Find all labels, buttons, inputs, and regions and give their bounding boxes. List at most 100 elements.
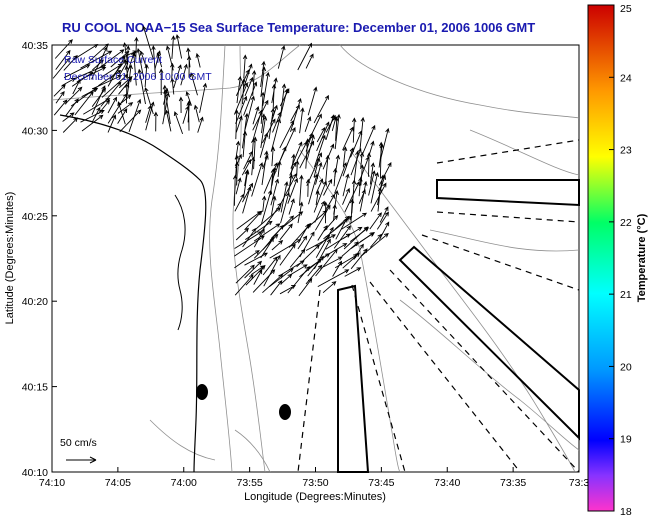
current-vector xyxy=(290,97,302,133)
current-vector xyxy=(271,195,277,215)
current-vector xyxy=(259,132,269,158)
current-vector xyxy=(279,173,297,206)
current-vector xyxy=(234,250,260,269)
current-vector xyxy=(91,46,108,80)
current-vector xyxy=(107,114,117,133)
current-vector xyxy=(307,86,318,116)
current-vector xyxy=(288,222,312,248)
x-tick-label: 73:3 xyxy=(569,477,590,489)
current-vector xyxy=(305,234,336,251)
current-vector xyxy=(325,233,351,250)
current-vector xyxy=(53,99,68,116)
current-vector xyxy=(131,52,137,86)
current-vector xyxy=(178,96,184,114)
x-tick-label: 74:00 xyxy=(171,477,197,489)
current-vector xyxy=(236,75,243,104)
current-vector xyxy=(378,162,392,186)
current-vector xyxy=(289,161,297,176)
current-vector xyxy=(271,240,284,251)
current-vector xyxy=(358,176,363,197)
current-vector xyxy=(378,141,384,179)
current-vector xyxy=(263,162,278,194)
current-vector xyxy=(313,134,326,168)
current-vector xyxy=(370,171,380,204)
exclusion-zones xyxy=(297,139,580,473)
current-vector xyxy=(117,108,128,124)
current-vector xyxy=(91,85,106,115)
current-vector xyxy=(279,119,295,149)
current-vector xyxy=(268,107,276,140)
current-vector xyxy=(186,55,192,78)
current-vector xyxy=(317,269,350,287)
current-vector xyxy=(243,150,253,170)
coastline xyxy=(59,114,207,473)
x-tick-label: 73:55 xyxy=(236,477,262,489)
current-vector xyxy=(350,130,363,158)
plot-area xyxy=(51,44,580,473)
current-vector xyxy=(359,151,365,168)
vector-scale-label: 50 cm/s xyxy=(60,437,97,449)
current-vector xyxy=(269,239,302,259)
current-vector xyxy=(334,113,341,150)
annotation-line-1: Raw Surface Current xyxy=(64,54,162,66)
current-vector xyxy=(297,235,308,250)
current-vector xyxy=(253,269,263,285)
current-vector xyxy=(349,198,355,224)
current-vector xyxy=(333,167,338,187)
current-vector xyxy=(145,101,155,131)
current-vector xyxy=(173,111,184,135)
current-vector xyxy=(369,212,382,230)
current-vector xyxy=(235,177,242,195)
current-vector xyxy=(243,81,258,116)
current-vector xyxy=(260,237,274,259)
current-vector xyxy=(235,264,255,284)
y-tick-label: 40:10 xyxy=(22,467,48,479)
current-vector xyxy=(335,217,348,240)
current-vector xyxy=(315,248,338,277)
current-vector xyxy=(272,111,282,133)
current-vector xyxy=(343,226,369,250)
current-vector xyxy=(306,152,323,186)
current-vector xyxy=(137,68,146,105)
current-vector xyxy=(342,173,350,197)
current-vector xyxy=(262,71,270,106)
current-vector xyxy=(242,182,253,203)
current-vector xyxy=(171,35,176,59)
current-vector xyxy=(299,174,304,206)
current-vector xyxy=(252,136,258,170)
current-vector xyxy=(234,274,254,296)
current-vector xyxy=(315,190,320,206)
chart-title: RU COOL NOAA−15 Sea Surface Temperature:… xyxy=(62,20,535,35)
current-vector xyxy=(379,206,389,223)
colorbar-ticks: 18 19 20 21 22 23 24 25 xyxy=(609,3,632,518)
current-vector xyxy=(287,173,294,194)
current-vector xyxy=(118,59,129,77)
current-vector xyxy=(307,113,322,142)
current-vector xyxy=(262,256,278,276)
current-vector xyxy=(101,74,129,98)
current-vector xyxy=(334,162,347,194)
current-vector xyxy=(53,84,66,97)
current-vector xyxy=(126,64,133,95)
y-tick-label: 40:35 xyxy=(22,40,48,52)
vector-scale-arrow xyxy=(66,456,97,464)
current-vector xyxy=(253,228,265,248)
current-vector xyxy=(234,193,245,212)
current-vector xyxy=(332,260,342,277)
current-vector xyxy=(298,277,313,297)
current-vector xyxy=(52,57,71,79)
current-vector xyxy=(344,181,360,213)
x-tick-label: 74:10 xyxy=(39,477,65,489)
current-vector xyxy=(308,173,319,205)
current-vector xyxy=(295,160,300,176)
bay-shoreline xyxy=(174,194,186,331)
current-vector xyxy=(288,198,295,215)
current-vector xyxy=(80,50,113,69)
current-vector xyxy=(244,210,263,231)
current-vector xyxy=(325,154,330,185)
current-vector xyxy=(54,39,73,59)
current-vector xyxy=(139,50,148,69)
current-vector xyxy=(377,186,383,212)
current-vector xyxy=(279,211,304,230)
